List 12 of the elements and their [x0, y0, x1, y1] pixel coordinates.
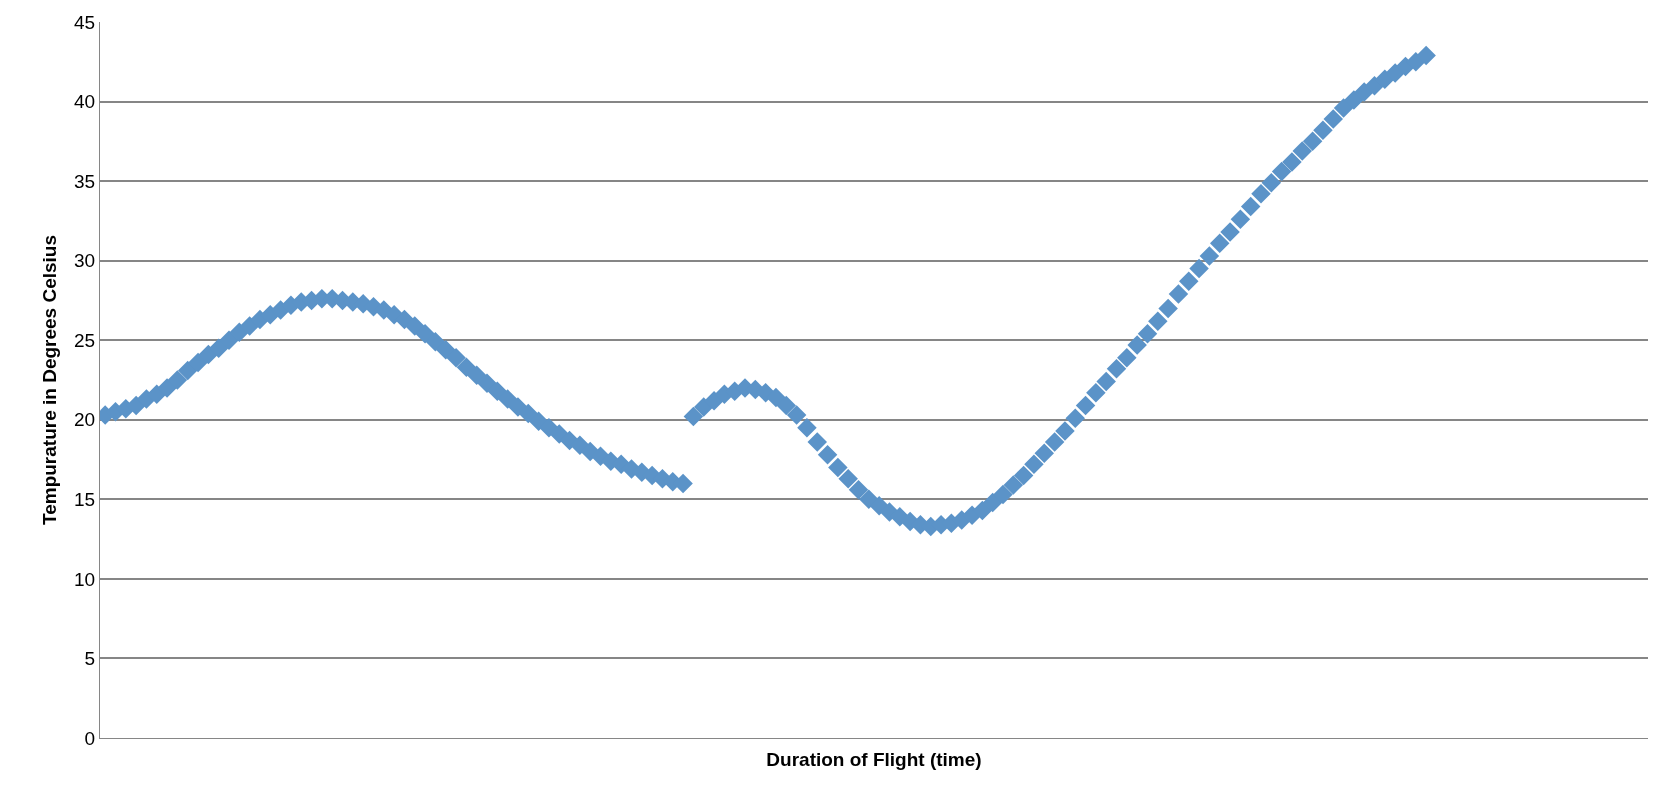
y-tick-label: 35 [74, 170, 96, 192]
y-tick-label: 15 [74, 488, 96, 510]
y-tick-label: 40 [74, 91, 96, 113]
y-tick-label: 20 [74, 409, 96, 431]
y-tick-label: 30 [74, 250, 96, 272]
y-tick-label: 10 [74, 568, 96, 590]
y-tick-label: 25 [74, 329, 96, 351]
y-tick-label: 5 [84, 648, 96, 670]
y-tick-label: 0 [84, 727, 96, 749]
y-tick-label: 45 [74, 11, 96, 33]
x-axis-title: Duration of Flight (time) [766, 748, 982, 770]
y-axis-title: Tempurature in Degrees Celsius [38, 234, 60, 526]
